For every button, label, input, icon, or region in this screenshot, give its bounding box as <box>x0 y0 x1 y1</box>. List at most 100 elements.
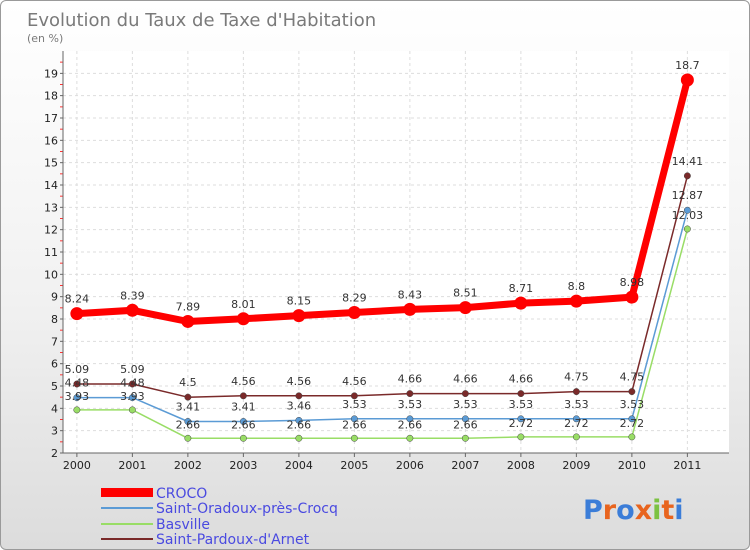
ytick-label: 12 <box>44 224 58 237</box>
data-label: 5.09 <box>65 363 90 376</box>
logo-letter: x <box>635 495 652 526</box>
data-label: 4.75 <box>620 371 645 384</box>
legend-label-croco: CROCO <box>156 486 207 502</box>
xtick-label: 2006 <box>396 459 424 472</box>
data-label: 3.53 <box>620 398 645 411</box>
data-label: 3.53 <box>342 398 367 411</box>
xtick-label: 2009 <box>562 459 590 472</box>
data-point <box>628 388 636 396</box>
data-point <box>239 434 247 442</box>
data-label: 3.93 <box>120 390 145 403</box>
data-label: 4.56 <box>231 375 256 388</box>
data-point <box>572 388 580 396</box>
data-label: 8.71 <box>509 282 534 295</box>
xtick-label: 2008 <box>507 459 535 472</box>
data-label: 8.51 <box>453 287 478 300</box>
data-point <box>680 73 694 87</box>
data-point <box>461 434 469 442</box>
data-label: 2.72 <box>620 417 645 430</box>
ytick-label: 11 <box>44 246 58 259</box>
data-label: 4.66 <box>453 373 478 386</box>
data-label: 4.48 <box>65 377 90 390</box>
ytick-label: 5 <box>51 380 58 393</box>
data-label: 4.75 <box>564 371 589 384</box>
data-point <box>184 434 192 442</box>
logo-letter: i <box>674 495 683 526</box>
data-label: 3.41 <box>176 401 201 414</box>
data-label: 4.5 <box>179 376 197 389</box>
data-label: 4.56 <box>342 375 367 388</box>
ytick-label: 15 <box>44 157 58 170</box>
data-label: 2.72 <box>564 417 589 430</box>
data-label: 3.53 <box>509 398 534 411</box>
legend-label-saint-pardoux: Saint-Pardoux-d'Arnet <box>156 532 310 548</box>
legend-swatch-saint-pardoux <box>101 538 153 540</box>
data-point <box>683 206 691 214</box>
data-point <box>128 380 136 388</box>
ytick-label: 6 <box>51 358 58 371</box>
data-point <box>569 294 583 308</box>
data-point <box>572 415 580 423</box>
series-line-0 <box>73 76 691 325</box>
data-label: 14.41 <box>672 155 704 168</box>
ytick-label: 3 <box>51 425 58 438</box>
data-label: 8.01 <box>231 298 256 311</box>
data-point <box>292 309 306 323</box>
data-point <box>350 415 358 423</box>
ytick-label: 7 <box>51 335 58 348</box>
data-label: 4.48 <box>120 377 145 390</box>
data-point <box>572 433 580 441</box>
data-point <box>295 392 303 400</box>
data-label: 3.53 <box>564 398 589 411</box>
ytick-label: 4 <box>51 402 58 415</box>
data-point <box>517 415 525 423</box>
xtick-label: 2010 <box>618 459 646 472</box>
data-point <box>683 172 691 180</box>
grid <box>63 51 729 454</box>
data-point <box>73 380 81 388</box>
data-point <box>628 433 636 441</box>
data-point <box>406 434 414 442</box>
legend-label-basville: Basville <box>156 517 210 533</box>
xtick-label: 2002 <box>174 459 202 472</box>
ytick-label: 17 <box>44 112 58 125</box>
data-point <box>406 390 414 398</box>
data-point <box>295 434 303 442</box>
data-point <box>347 306 361 320</box>
data-label: 12.87 <box>672 189 704 202</box>
legend-label-saint-oradoux: Saint-Oradoux-près-Crocq <box>156 501 338 517</box>
xtick-label: 2001 <box>118 459 146 472</box>
ytick-label: 13 <box>44 201 58 214</box>
data-label: 3.53 <box>398 398 423 411</box>
data-labels: 8.24 8.39 7.89 8.01 8.15 8.29 8.43 8.51 8.71 8.8 8… <box>65 59 704 431</box>
xtick-label: 2000 <box>63 459 91 472</box>
data-label: 3.53 <box>453 398 478 411</box>
series-line-3 <box>76 175 689 398</box>
data-label: 8.24 <box>65 293 90 306</box>
data-label: 2.66 <box>176 418 201 431</box>
data-point <box>239 392 247 400</box>
data-point <box>128 406 136 414</box>
data-label: 4.56 <box>287 375 312 388</box>
logo-letter: o <box>616 495 635 526</box>
data-point <box>73 394 81 402</box>
xtick-label: 2003 <box>229 459 257 472</box>
data-point <box>406 415 414 423</box>
data-point <box>350 392 358 400</box>
data-point <box>628 415 636 423</box>
data-point <box>461 390 469 398</box>
xtick-label: 2011 <box>673 459 701 472</box>
chart-subtitle: (en %) <box>27 32 63 45</box>
data-point <box>184 393 192 401</box>
data-label: 2.66 <box>453 418 478 431</box>
chart-title: Evolution du Taux de Taxe d'Habitation <box>27 10 376 31</box>
xtick-label: 2005 <box>340 459 368 472</box>
data-point <box>514 296 528 310</box>
data-point <box>517 390 525 398</box>
logo-letter: t <box>661 495 674 526</box>
series-line-1 <box>76 209 689 423</box>
data-point <box>683 225 691 233</box>
logo-letter: r <box>603 495 617 526</box>
series <box>70 73 694 442</box>
